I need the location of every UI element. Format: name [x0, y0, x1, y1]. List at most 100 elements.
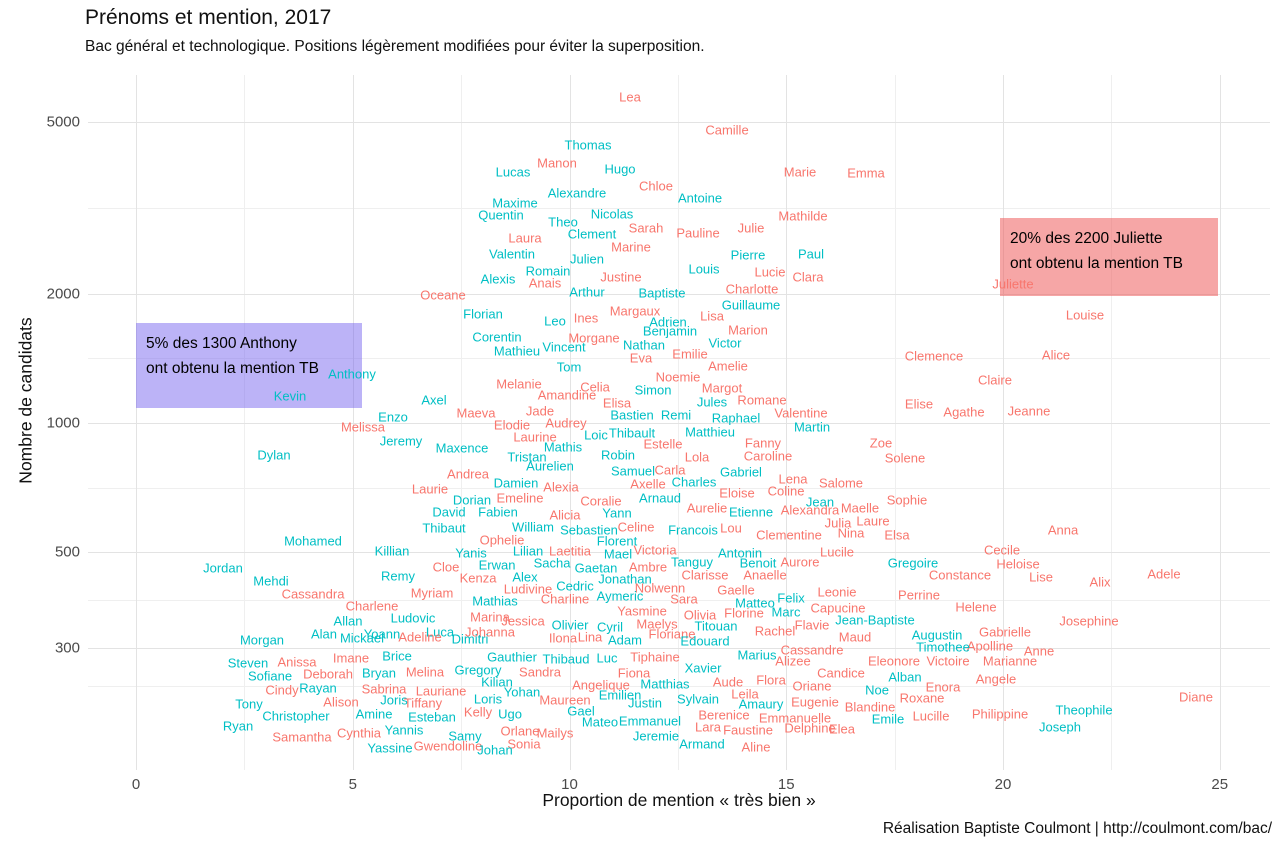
name-label: Elsa — [884, 527, 910, 543]
name-label: Maureen — [539, 692, 591, 708]
name-label: Kilian — [481, 674, 513, 690]
name-label: Alizee — [775, 653, 811, 669]
name-label: Marine — [611, 239, 651, 255]
name-label: Jeanne — [1007, 403, 1051, 419]
name-label: Marie — [783, 164, 817, 180]
name-label: Titouan — [694, 618, 738, 634]
name-label: Joseph — [1039, 719, 1081, 735]
name-label: Thibaud — [542, 651, 590, 667]
name-label: Adele — [1147, 566, 1181, 582]
name-label: Chloe — [639, 178, 673, 194]
name-label: Tony — [235, 696, 263, 712]
name-label: Audrey — [545, 415, 587, 431]
name-label: Rayan — [299, 680, 337, 696]
name-label: Fanny — [744, 435, 782, 451]
name-label: Cecile — [983, 542, 1021, 558]
name-label: Jade — [525, 403, 555, 419]
name-label: Berenice — [698, 707, 750, 723]
name-label: Leonie — [817, 584, 857, 600]
name-label: Axel — [421, 392, 447, 408]
name-label: Fiona — [617, 665, 651, 681]
name-label: Amaury — [738, 696, 784, 712]
y-tick-label: 500 — [54, 543, 80, 561]
name-label: Capucine — [810, 600, 866, 616]
name-label: Yasmine — [617, 603, 667, 619]
name-label: Olivier — [551, 617, 589, 633]
name-label: Estelle — [643, 436, 683, 452]
name-label: Aurore — [780, 554, 820, 570]
name-label: Marc — [771, 604, 801, 620]
name-label: Ludivine — [503, 581, 553, 597]
name-label: Arthur — [569, 284, 605, 300]
name-label: Mailys — [536, 725, 574, 741]
name-label: Raphael — [711, 410, 761, 426]
name-label: Nicolas — [590, 206, 634, 222]
name-label: Lina — [577, 629, 603, 645]
name-label: Gregory — [454, 662, 502, 678]
name-label: Marina — [470, 609, 510, 625]
name-label: Jean — [805, 494, 835, 510]
gridline-horizontal-major — [88, 293, 1270, 295]
name-label: Cloe — [432, 559, 460, 575]
name-label: Lola — [684, 449, 710, 465]
name-label: Ugo — [498, 706, 522, 722]
name-label: Yanis — [455, 545, 487, 561]
name-label: Allan — [333, 613, 363, 629]
name-label: Charlene — [345, 598, 399, 614]
name-label: Ophelie — [479, 532, 525, 548]
name-label: David — [432, 504, 466, 520]
name-label: Lucie — [754, 264, 786, 280]
name-label: Aude — [712, 674, 744, 690]
name-label: Hugo — [604, 161, 636, 177]
name-label: Loris — [473, 691, 503, 707]
x-tick-label: 25 — [1211, 776, 1229, 793]
name-label: Fabien — [478, 504, 518, 520]
name-label: Joris — [380, 692, 408, 708]
name-label: Elea — [828, 721, 856, 737]
name-label: Etienne — [728, 504, 774, 520]
name-label: Cassandra — [281, 586, 345, 602]
name-label: Killian — [374, 543, 410, 559]
name-label: Emilie — [672, 346, 708, 362]
name-label: Alex — [512, 569, 538, 585]
name-label: Aline — [741, 739, 771, 755]
name-label: Tristan — [507, 449, 547, 465]
name-label: Amandine — [537, 387, 597, 403]
name-label: Eloise — [719, 485, 755, 501]
name-label: Valentin — [488, 246, 536, 262]
name-label: Solene — [884, 450, 926, 466]
name-label: Cassandre — [780, 642, 844, 658]
name-label: Ines — [573, 310, 599, 326]
name-label: Cyril — [597, 619, 623, 635]
gridline-horizontal-minor — [88, 208, 1270, 210]
name-label: Samy — [448, 728, 482, 744]
name-label: Josephine — [1059, 613, 1119, 629]
name-label: Brice — [382, 648, 412, 664]
annotation-text-line: ont obtenu la mention TB — [1010, 255, 1183, 272]
name-label: Kenza — [459, 570, 497, 586]
name-label: Mathis — [543, 439, 583, 455]
name-label: Vincent — [542, 339, 586, 355]
annotation-text-line: 20% des 2200 Juliette — [1010, 230, 1163, 247]
name-label: Gabriel — [720, 464, 762, 480]
gridline-horizontal-minor — [88, 600, 1270, 602]
name-label: Edouard — [680, 633, 730, 649]
name-label: Zoe — [869, 435, 893, 451]
name-label: Jonathan — [598, 571, 652, 587]
name-label: Pierre — [730, 247, 766, 263]
name-label: Alexia — [543, 479, 579, 495]
name-label: Coralie — [580, 493, 622, 509]
name-label: Marianne — [982, 653, 1038, 669]
page-subtitle: Bac général et technologique. Positions … — [85, 38, 705, 55]
credit-line: Réalisation Baptiste Coulmont | http://c… — [882, 820, 1272, 837]
name-label: Morgane — [568, 330, 620, 346]
name-label: Matteo — [735, 595, 775, 611]
name-label: Rachel — [754, 623, 796, 639]
name-label: Damien — [493, 475, 539, 491]
name-label: Yannis — [384, 722, 424, 738]
name-label: Arnaud — [639, 490, 681, 506]
name-label: Sandra — [519, 664, 561, 680]
name-label: Amelie — [708, 358, 748, 374]
name-label: Loic — [584, 427, 608, 443]
name-label: Adeline — [398, 629, 442, 645]
